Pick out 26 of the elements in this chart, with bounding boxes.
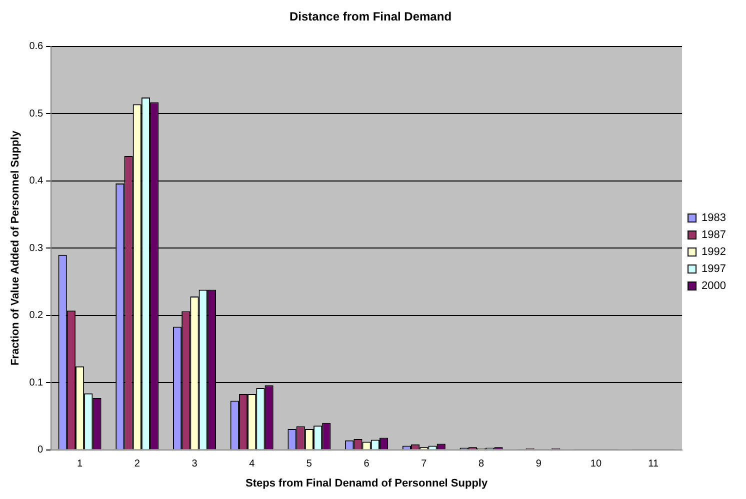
x-tick-label: 11: [648, 458, 659, 470]
legend-label: 1983: [702, 212, 726, 224]
x-tick-label: 5: [306, 458, 312, 470]
legend-label: 1992: [702, 246, 726, 258]
legend-label: 1987: [702, 229, 726, 242]
y-tick-label: 0.5: [29, 108, 44, 120]
x-tick-label: 4: [249, 458, 256, 470]
y-tick-label: 0.3: [29, 242, 44, 254]
x-tick-label: 2: [134, 458, 140, 470]
chart-title: Distance from Final Demand: [289, 10, 452, 24]
y-tick-label: 0.4: [29, 176, 44, 187]
x-tick-label: 10: [590, 458, 602, 470]
legend-label: 2000: [702, 280, 726, 292]
x-axis-title: Steps from Final Denamd of Personnel Supply: [246, 477, 488, 490]
y-tick-label: 0.1: [29, 377, 44, 388]
y-tick-label: 0: [38, 444, 44, 456]
x-tick-label: 8: [478, 458, 484, 470]
x-tick-label: 1: [77, 458, 83, 470]
y-tick-label: 0.6: [29, 41, 44, 52]
x-tick-label: 9: [536, 458, 542, 470]
y-axis-title: Fraction of Value Added of Personnel Supply: [10, 130, 22, 366]
x-tick-label: 7: [421, 458, 428, 470]
y-tick-label: 0.2: [29, 310, 44, 322]
legend-label: 1997: [702, 263, 726, 276]
x-tick-label: 6: [364, 458, 370, 470]
x-tick-label: 3: [192, 458, 198, 470]
